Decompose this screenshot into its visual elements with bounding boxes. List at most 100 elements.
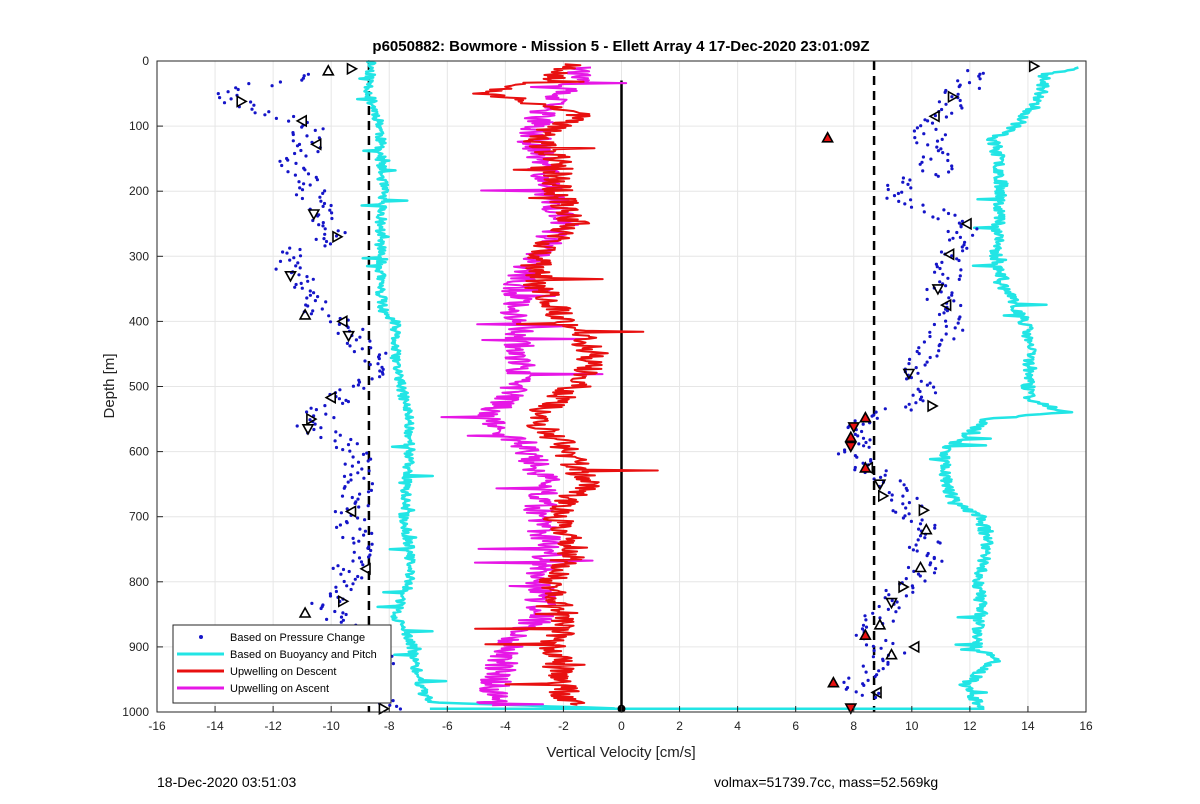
pressure-descent-point [306,72,310,76]
footer-timestamp: 18-Dec-2020 03:51:03 [157,774,297,790]
turn-marker [885,648,898,660]
pressure-ascent-point [957,221,962,225]
y-ticks: 0 100 200 300 400 500 600 700 800 900 1000 [122,54,163,719]
pressure-ascent-point [937,100,942,104]
pressure-ascent-point [861,623,866,627]
pressure-descent-point [218,96,222,100]
pressure-ascent-point [957,85,961,89]
pressure-descent-point [321,191,325,195]
pressure-ascent-point [897,199,901,203]
pressure-descent-point [361,452,366,456]
series-layer [216,59,1079,711]
pressure-ascent-point [916,387,920,391]
pressure-ascent-point [960,219,965,223]
pressure-descent-point [303,168,307,172]
pressure-ascent-point [923,579,927,583]
pressure-descent-point [331,566,335,571]
pressure-ascent-point [928,334,932,339]
pressure-ascent-point [879,475,883,479]
pressure-ascent-point [890,498,894,502]
pressure-ascent-point [896,191,901,196]
pressure-ascent-point [925,383,930,387]
pressure-descent-point [286,158,290,162]
x-tick-label: 6 [792,719,799,733]
pressure-ascent-point [891,641,895,646]
pressure-descent-point [312,291,316,295]
pressure-descent-point [378,369,382,373]
pressure-descent-point [328,320,333,324]
buoyancy-ascent-line [928,66,1079,710]
pressure-ascent-point [963,240,967,244]
pressure-descent-point [346,480,350,484]
pressure-ascent-point [957,317,961,321]
pressure-descent-point [324,239,329,244]
pressure-ascent-point [903,202,907,206]
pressure-ascent-point [884,469,888,473]
pressure-ascent-point [940,107,944,112]
pressure-descent-point [358,492,362,496]
pressure-ascent-point [853,419,857,423]
pressure-descent-point [369,457,373,461]
pressure-descent-point [369,548,373,553]
x-tick-label: -8 [384,719,395,733]
pressure-ascent-point [917,527,921,531]
turn-marker [346,62,359,76]
pressure-descent-point [278,80,282,84]
pressure-ascent-point [957,258,961,263]
pressure-ascent-point [892,194,897,198]
pressure-descent-point [302,182,306,186]
pressure-ascent-point [890,493,894,497]
pressure-ascent-point [909,408,913,412]
pressure-descent-point [361,563,365,567]
legend-entry-pressure: Based on Pressure Change [199,632,365,644]
pressure-ascent-point [904,594,909,598]
pressure-ascent-point [904,506,908,510]
pressure-ascent-point [911,548,916,552]
pressure-ascent-point [911,590,915,594]
pressure-ascent-point [966,69,970,73]
pressure-descent-point [229,97,233,101]
pressure-ascent-point [925,360,929,364]
pressure-ascent-point [933,391,938,395]
pressure-ascent-point [916,538,920,542]
pressure-ascent-point [937,312,942,317]
turn-marker [236,95,248,108]
pressure-descent-point [353,501,357,505]
turn-marker [324,391,337,404]
legend-label-descent: Upwelling on Descent [230,666,336,678]
pressure-descent-point [336,229,340,233]
pressure-descent-point [353,577,357,581]
pressure-descent-point [316,150,320,154]
pressure-descent-point [295,424,299,428]
pressure-descent-point [360,576,364,580]
pressure-descent-point [299,148,303,153]
x-tick-label: 2 [676,719,683,733]
pressure-ascent-point [918,574,922,578]
pressure-descent-point [234,86,238,90]
y-tick-label: 0 [142,54,149,68]
pressure-descent-point [341,401,345,405]
turn-marker [332,230,344,244]
pressure-ascent-point [914,401,918,405]
pressure-ascent-point [886,183,890,187]
pressure-ascent-point [905,377,909,381]
turn-marker [1028,59,1041,73]
pressure-ascent-point [904,405,908,409]
y-tick-label: 300 [129,249,149,263]
pressure-descent-point [285,251,289,255]
pressure-ascent-point [943,90,947,94]
pressure-ascent-point [861,436,866,440]
pressure-ascent-point [952,299,956,303]
pressure-descent-point [328,208,332,212]
y-tick-label: 800 [129,575,149,589]
y-tick-label: 1000 [122,705,149,719]
pressure-descent-point [323,244,327,248]
pressure-ascent-point [894,510,898,514]
pressure-descent-point [363,518,367,522]
pressure-descent-point [294,264,298,268]
pressure-descent-point [319,426,323,430]
pressure-ascent-point [967,81,972,85]
pressure-descent-point [314,237,318,241]
pressure-descent-point [288,258,292,262]
pressure-descent-point [236,87,240,92]
